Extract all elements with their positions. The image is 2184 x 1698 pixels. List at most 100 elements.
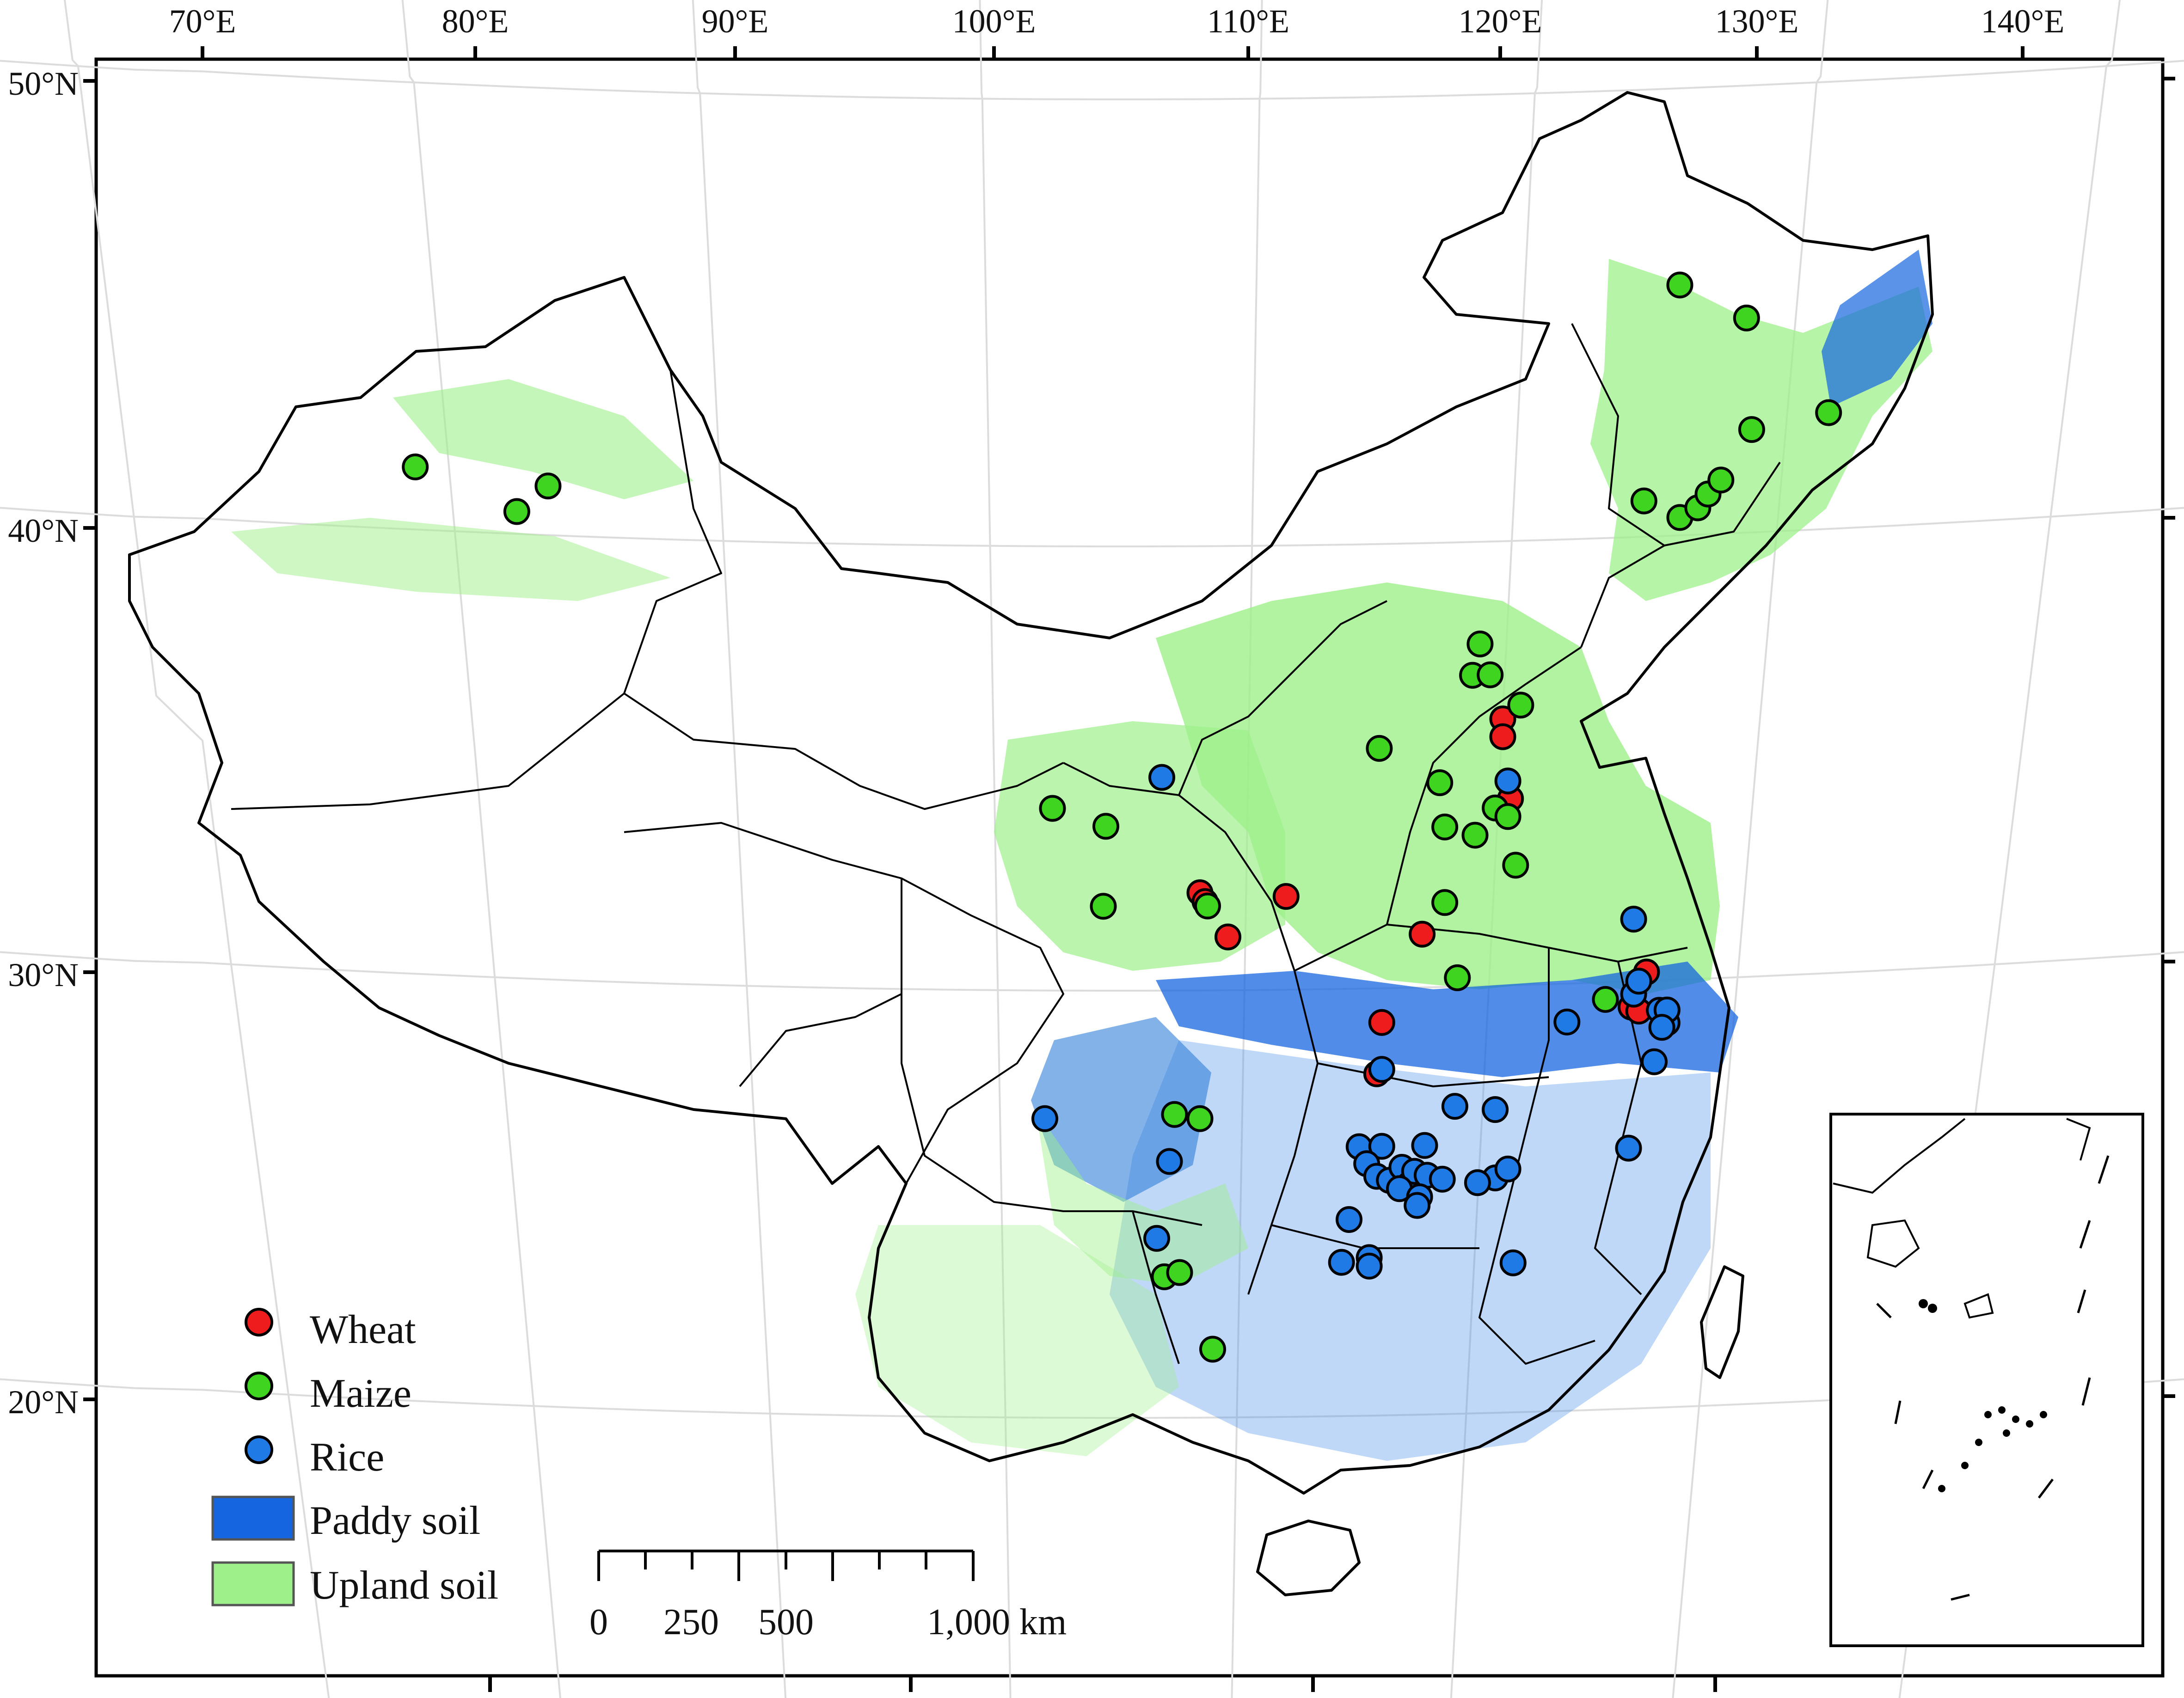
parallel-line <box>0 951 2184 992</box>
maize-site-marker <box>1039 795 1066 822</box>
lon-label-130: 130°E <box>1715 3 1799 40</box>
lat-label-20: 20°N <box>8 1384 79 1421</box>
inset-islands <box>1919 1299 2047 1492</box>
meridian-line <box>401 0 561 1698</box>
rice-site-marker <box>1441 1093 1468 1120</box>
rice-site-marker <box>1494 767 1521 795</box>
inset-dash-line <box>1876 1155 2110 1601</box>
scale-bar <box>597 1550 975 1581</box>
lat-label-50: 50°N <box>8 65 79 102</box>
china-outline <box>128 91 1934 1495</box>
paddy-region-yangtze <box>1156 962 1738 1077</box>
rice-site-marker <box>1620 906 1647 933</box>
lon-label-120: 120°E <box>1459 3 1542 40</box>
maize-site-marker <box>1166 1259 1193 1286</box>
maize-site-marker <box>1444 964 1471 991</box>
lon-label-140: 140°E <box>1981 3 2065 40</box>
maize-site-marker <box>402 454 429 480</box>
rice-site-marker <box>1494 1155 1521 1183</box>
maize-site-marker <box>503 498 530 525</box>
wheat-site-marker <box>1272 883 1300 910</box>
rice-site-marker <box>1404 1192 1431 1219</box>
legend-wheat-marker <box>245 1308 273 1336</box>
meridian-line <box>692 0 787 1698</box>
upland-region-sichuan <box>1036 1110 1248 1285</box>
maize-site-marker <box>1738 416 1765 443</box>
maize-site-marker <box>1426 769 1454 797</box>
meridian-line <box>979 0 1012 1698</box>
upland-region-xinjiang-1 <box>393 379 693 499</box>
rice-site-marker <box>1368 1133 1395 1160</box>
maize-site-marker <box>1186 1105 1214 1132</box>
rice-site-marker <box>1482 1096 1509 1123</box>
maize-site-marker <box>1431 889 1459 916</box>
axis-ticks <box>83 46 2175 1692</box>
scale-label-250: 250 <box>663 1602 719 1643</box>
maize-site-marker <box>1466 631 1494 657</box>
rice-site-marker <box>1429 1165 1456 1193</box>
hainan <box>1256 1520 1361 1596</box>
rice-site-marker <box>1553 1008 1581 1036</box>
maize-site-marker <box>534 472 562 500</box>
maize-site-marker <box>1630 487 1657 515</box>
legend-paddy-swatch <box>211 1496 295 1541</box>
left-latitude-labels: 50°N 40°N 30°N 20°N <box>8 65 79 1421</box>
maize-site-marker <box>1194 892 1221 919</box>
rice-site-marker <box>1356 1252 1383 1280</box>
lon-label-80: 80°E <box>442 3 509 40</box>
legend-maize-label: Maize <box>310 1371 411 1416</box>
lon-label-90: 90°E <box>702 3 769 40</box>
top-longitude-labels: 70°E 80°E 90°E 100°E 110°E 120°E 130°E 1… <box>169 3 2065 40</box>
wheat-site-marker <box>1368 1009 1395 1036</box>
lon-label-110: 110°E <box>1207 3 1289 40</box>
meridian-line <box>63 0 330 1698</box>
maize-site-marker <box>1161 1101 1188 1128</box>
scale-label-1000: 1,000 km <box>927 1602 1067 1643</box>
taiwan <box>1700 1265 1744 1379</box>
maize-site-marker <box>1502 852 1529 879</box>
paddy-region-south <box>1110 1040 1711 1461</box>
boundaries <box>128 91 1934 1596</box>
rice-site-marker <box>1615 1134 1642 1162</box>
legend-upland-swatch <box>211 1561 295 1606</box>
rice-site-marker <box>1143 1225 1170 1252</box>
rice-site-marker <box>1499 1249 1527 1276</box>
maize-site-marker <box>1507 692 1534 719</box>
rice-site-marker <box>1641 1048 1668 1075</box>
maize-site-marker <box>1666 271 1693 299</box>
scale-label-500: 500 <box>758 1602 814 1643</box>
maize-site-marker <box>1733 304 1760 331</box>
maize-site-marker <box>1431 813 1459 840</box>
maize-sites <box>402 271 1842 1363</box>
parallel-line <box>0 60 2184 100</box>
upland-region-southwest <box>855 1225 1179 1456</box>
scale-label-0: 0 <box>589 1602 608 1643</box>
maize-site-marker <box>1199 1336 1226 1363</box>
wheat-site-marker <box>1489 723 1516 750</box>
rice-site-marker <box>1031 1105 1058 1132</box>
legend-upland-label: Upland soil <box>310 1563 498 1608</box>
maize-site-marker <box>1592 986 1619 1013</box>
rice-site-marker <box>1648 1014 1675 1041</box>
lon-label-100: 100°E <box>952 3 1036 40</box>
maize-site-marker <box>1366 735 1393 762</box>
rice-site-marker <box>1625 968 1652 995</box>
wheat-site-marker <box>1215 923 1241 950</box>
maize-site-marker <box>1461 821 1489 849</box>
rice-site-marker <box>1156 1148 1183 1175</box>
rice-sites <box>1031 764 1681 1280</box>
upland-region-xinjiang-2 <box>231 518 670 601</box>
rice-site-marker <box>1411 1132 1438 1159</box>
rice-site-marker <box>1368 1056 1395 1083</box>
rice-site-marker <box>1328 1249 1355 1276</box>
legend-maize-marker <box>245 1372 273 1400</box>
inset-frame <box>1829 1113 2144 1647</box>
maize-site-marker <box>1815 399 1842 426</box>
lat-label-30: 30°N <box>8 956 79 993</box>
maize-site-marker <box>1092 813 1119 840</box>
inset-coastline <box>1833 1118 2091 1319</box>
legend: Wheat Maize Rice Paddy soil Upland soil <box>211 1307 498 1608</box>
wheat-site-marker <box>1409 920 1436 948</box>
